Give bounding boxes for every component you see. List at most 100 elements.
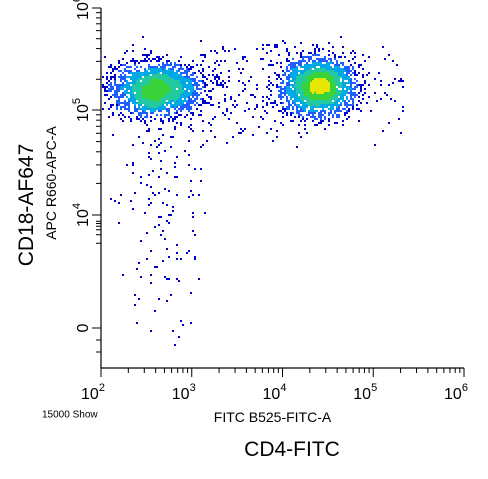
event-dot xyxy=(162,76,164,78)
event-dot xyxy=(158,104,160,106)
event-dot xyxy=(336,98,338,100)
event-dot xyxy=(162,82,164,84)
event-dot xyxy=(132,98,134,100)
event-dot xyxy=(296,104,298,106)
event-dot xyxy=(308,66,310,68)
event-dot xyxy=(160,234,162,236)
event-dot xyxy=(262,68,264,70)
event-dot xyxy=(282,74,284,76)
event-dot xyxy=(186,76,188,78)
event-dot xyxy=(110,106,112,108)
event-dot xyxy=(214,78,216,80)
event-dot xyxy=(324,72,326,74)
event-dot xyxy=(226,142,228,144)
event-dot xyxy=(256,106,258,108)
event-dot xyxy=(184,100,186,102)
event-dot xyxy=(322,58,324,60)
event-dot xyxy=(308,102,310,104)
event-dot xyxy=(342,120,344,122)
event-dot xyxy=(170,70,172,72)
event-dot xyxy=(332,92,334,94)
event-dot xyxy=(124,102,126,104)
event-dot xyxy=(362,76,364,78)
event-dot xyxy=(286,78,288,80)
event-dot xyxy=(348,116,350,118)
event-dot xyxy=(316,102,318,104)
event-dot xyxy=(302,102,304,104)
event-dot xyxy=(294,72,296,74)
event-dot xyxy=(188,64,190,66)
event-dot xyxy=(170,116,172,118)
event-dot xyxy=(342,76,344,78)
event-dot xyxy=(156,100,158,102)
event-dot xyxy=(134,72,136,74)
event-dot xyxy=(134,82,136,84)
event-dot xyxy=(348,80,350,82)
event-dot xyxy=(274,44,276,46)
event-dot xyxy=(356,94,358,96)
event-dot xyxy=(204,86,206,88)
event-dot xyxy=(276,86,278,88)
event-dot xyxy=(104,56,106,58)
event-dot xyxy=(302,100,304,102)
event-dot xyxy=(208,90,210,92)
event-dot xyxy=(316,118,318,120)
event-dot xyxy=(236,122,238,124)
event-dot xyxy=(318,72,320,74)
event-dot xyxy=(272,84,274,86)
event-dot xyxy=(164,92,166,94)
event-dot xyxy=(316,92,318,94)
event-dot xyxy=(162,260,164,262)
event-dot xyxy=(164,96,166,98)
event-dot xyxy=(192,66,194,68)
event-dot xyxy=(142,92,144,94)
event-dot xyxy=(152,78,154,80)
event-dot xyxy=(342,108,344,110)
event-dot xyxy=(138,98,140,100)
event-dot xyxy=(168,100,170,102)
event-dot xyxy=(310,58,312,60)
event-dot xyxy=(158,88,160,90)
event-dot xyxy=(190,108,192,110)
event-dot xyxy=(188,96,190,98)
event-dot xyxy=(110,198,112,200)
event-dot xyxy=(102,76,104,78)
event-dot xyxy=(138,298,140,300)
event-dot xyxy=(314,118,316,120)
event-dot xyxy=(322,78,324,80)
event-dot xyxy=(104,88,106,90)
event-dot xyxy=(224,60,226,62)
event-dot xyxy=(314,70,316,72)
event-dot xyxy=(274,102,276,104)
event-dot xyxy=(172,206,174,208)
event-dot xyxy=(174,84,176,86)
event-dot xyxy=(170,80,172,82)
event-dot xyxy=(334,56,336,58)
event-dot xyxy=(160,66,162,68)
event-dot xyxy=(154,78,156,80)
event-dot xyxy=(350,52,352,54)
event-dot xyxy=(276,136,278,138)
event-dot xyxy=(148,128,150,130)
event-dot xyxy=(120,86,122,88)
event-dot xyxy=(310,82,312,84)
event-dot xyxy=(354,94,356,96)
event-dot xyxy=(292,100,294,102)
event-dot xyxy=(204,76,206,78)
event-dot xyxy=(228,118,230,120)
event-dot xyxy=(332,74,334,76)
event-dot xyxy=(342,124,344,126)
event-dot xyxy=(160,168,162,170)
event-dot xyxy=(112,70,114,72)
event-dot xyxy=(134,88,136,90)
event-dot xyxy=(304,72,306,74)
event-dot xyxy=(144,96,146,98)
event-dot xyxy=(266,52,268,54)
event-dot xyxy=(110,86,112,88)
event-dot xyxy=(134,96,136,98)
event-dot xyxy=(182,80,184,82)
event-dot xyxy=(142,60,144,62)
event-dot xyxy=(150,104,152,106)
event-dot xyxy=(140,88,142,90)
event-dot xyxy=(320,74,322,76)
